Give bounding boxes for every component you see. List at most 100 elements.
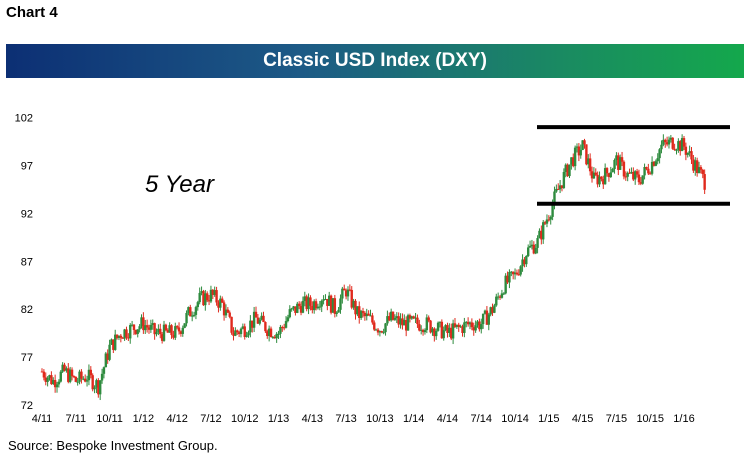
candle-body	[63, 364, 66, 371]
candle-body	[643, 167, 646, 176]
candle-body	[185, 313, 188, 324]
candle-body	[294, 306, 297, 313]
candle-body	[202, 291, 205, 306]
candle-body	[326, 299, 329, 306]
candle-body	[429, 320, 432, 333]
candle-body	[290, 308, 293, 310]
candle-body	[416, 317, 419, 325]
candle-body	[251, 320, 254, 328]
candle-body	[123, 329, 126, 339]
candle-body	[525, 256, 528, 265]
candle-body	[52, 380, 55, 385]
candle-body	[532, 244, 536, 254]
candle-body	[142, 317, 145, 331]
candle-body	[583, 140, 586, 145]
candle-body	[324, 299, 327, 301]
candle-body	[358, 306, 361, 318]
candle-body	[374, 329, 378, 331]
candle-body	[701, 169, 704, 175]
candle-body	[224, 309, 228, 316]
candle-body	[585, 144, 588, 165]
candle-body	[307, 297, 310, 310]
candle-body	[239, 328, 243, 335]
candle-body	[50, 375, 53, 385]
candle-body	[675, 149, 678, 151]
candle-body	[198, 292, 201, 303]
candle-body	[112, 339, 115, 350]
candle-body	[560, 185, 564, 188]
candle-body	[699, 167, 703, 170]
candle-body	[542, 222, 545, 240]
candle-body	[108, 344, 111, 360]
x-tick-label: 4/13	[302, 413, 323, 425]
candle-body	[572, 157, 575, 167]
candle-body	[690, 151, 693, 160]
candle-body	[170, 325, 173, 336]
candle-body	[639, 182, 643, 184]
candle-body	[558, 185, 562, 190]
candle-body	[157, 328, 160, 333]
candle-body	[448, 327, 451, 333]
candle-body	[311, 305, 314, 311]
x-tick-label: 10/14	[501, 413, 529, 425]
candle-body	[511, 271, 515, 275]
candle-body	[83, 378, 87, 382]
candle-body	[530, 244, 534, 247]
candle-body	[266, 331, 269, 336]
candle-body	[243, 326, 246, 337]
candle-body	[136, 329, 139, 334]
candle-body	[457, 324, 460, 327]
candle-body	[534, 247, 537, 254]
candle-body	[74, 376, 77, 382]
candle-body	[177, 327, 181, 332]
candle-body	[450, 327, 453, 339]
candle-body	[234, 330, 237, 336]
candle-body	[258, 319, 261, 324]
candle-body	[159, 328, 162, 335]
candle-body	[679, 141, 682, 152]
candle-body	[125, 329, 128, 338]
chart-number: Chart 4	[6, 4, 58, 21]
candle-body	[376, 329, 380, 333]
candle-body	[671, 137, 674, 149]
candle-body	[504, 275, 507, 294]
candle-body	[694, 160, 697, 171]
candle-body	[408, 315, 412, 319]
candle-body	[129, 325, 132, 339]
candle-body	[373, 322, 376, 330]
candle-body	[232, 332, 235, 336]
candle-body	[215, 290, 218, 303]
candle-body	[93, 387, 96, 390]
candle-body	[489, 307, 492, 315]
y-tick-label: 97	[21, 160, 33, 172]
candle-body	[688, 151, 691, 153]
candle-body	[299, 306, 303, 313]
candle-body	[322, 299, 325, 301]
candle-body	[515, 272, 519, 275]
candle-body	[399, 318, 402, 325]
candle-body	[256, 317, 260, 324]
candle-body	[438, 321, 442, 323]
candle-body	[633, 171, 637, 180]
candle-body	[166, 330, 169, 333]
candle-body	[526, 247, 530, 257]
candle-body	[183, 323, 186, 328]
candle-body	[545, 219, 549, 224]
candle-body	[297, 303, 301, 307]
candle-body	[55, 384, 59, 388]
candle-body	[277, 333, 280, 335]
candle-body	[164, 324, 168, 331]
price-series	[40, 134, 706, 401]
candle-body	[190, 315, 194, 317]
candle-body	[341, 288, 344, 299]
candle-body	[557, 188, 560, 190]
candle-body	[149, 324, 153, 330]
candle-body	[617, 155, 620, 170]
candle-body	[147, 327, 151, 330]
candle-body	[618, 157, 622, 170]
candle-body	[378, 331, 382, 333]
candle-body	[602, 178, 605, 185]
candle-body	[331, 298, 335, 313]
candle-body	[318, 306, 322, 308]
